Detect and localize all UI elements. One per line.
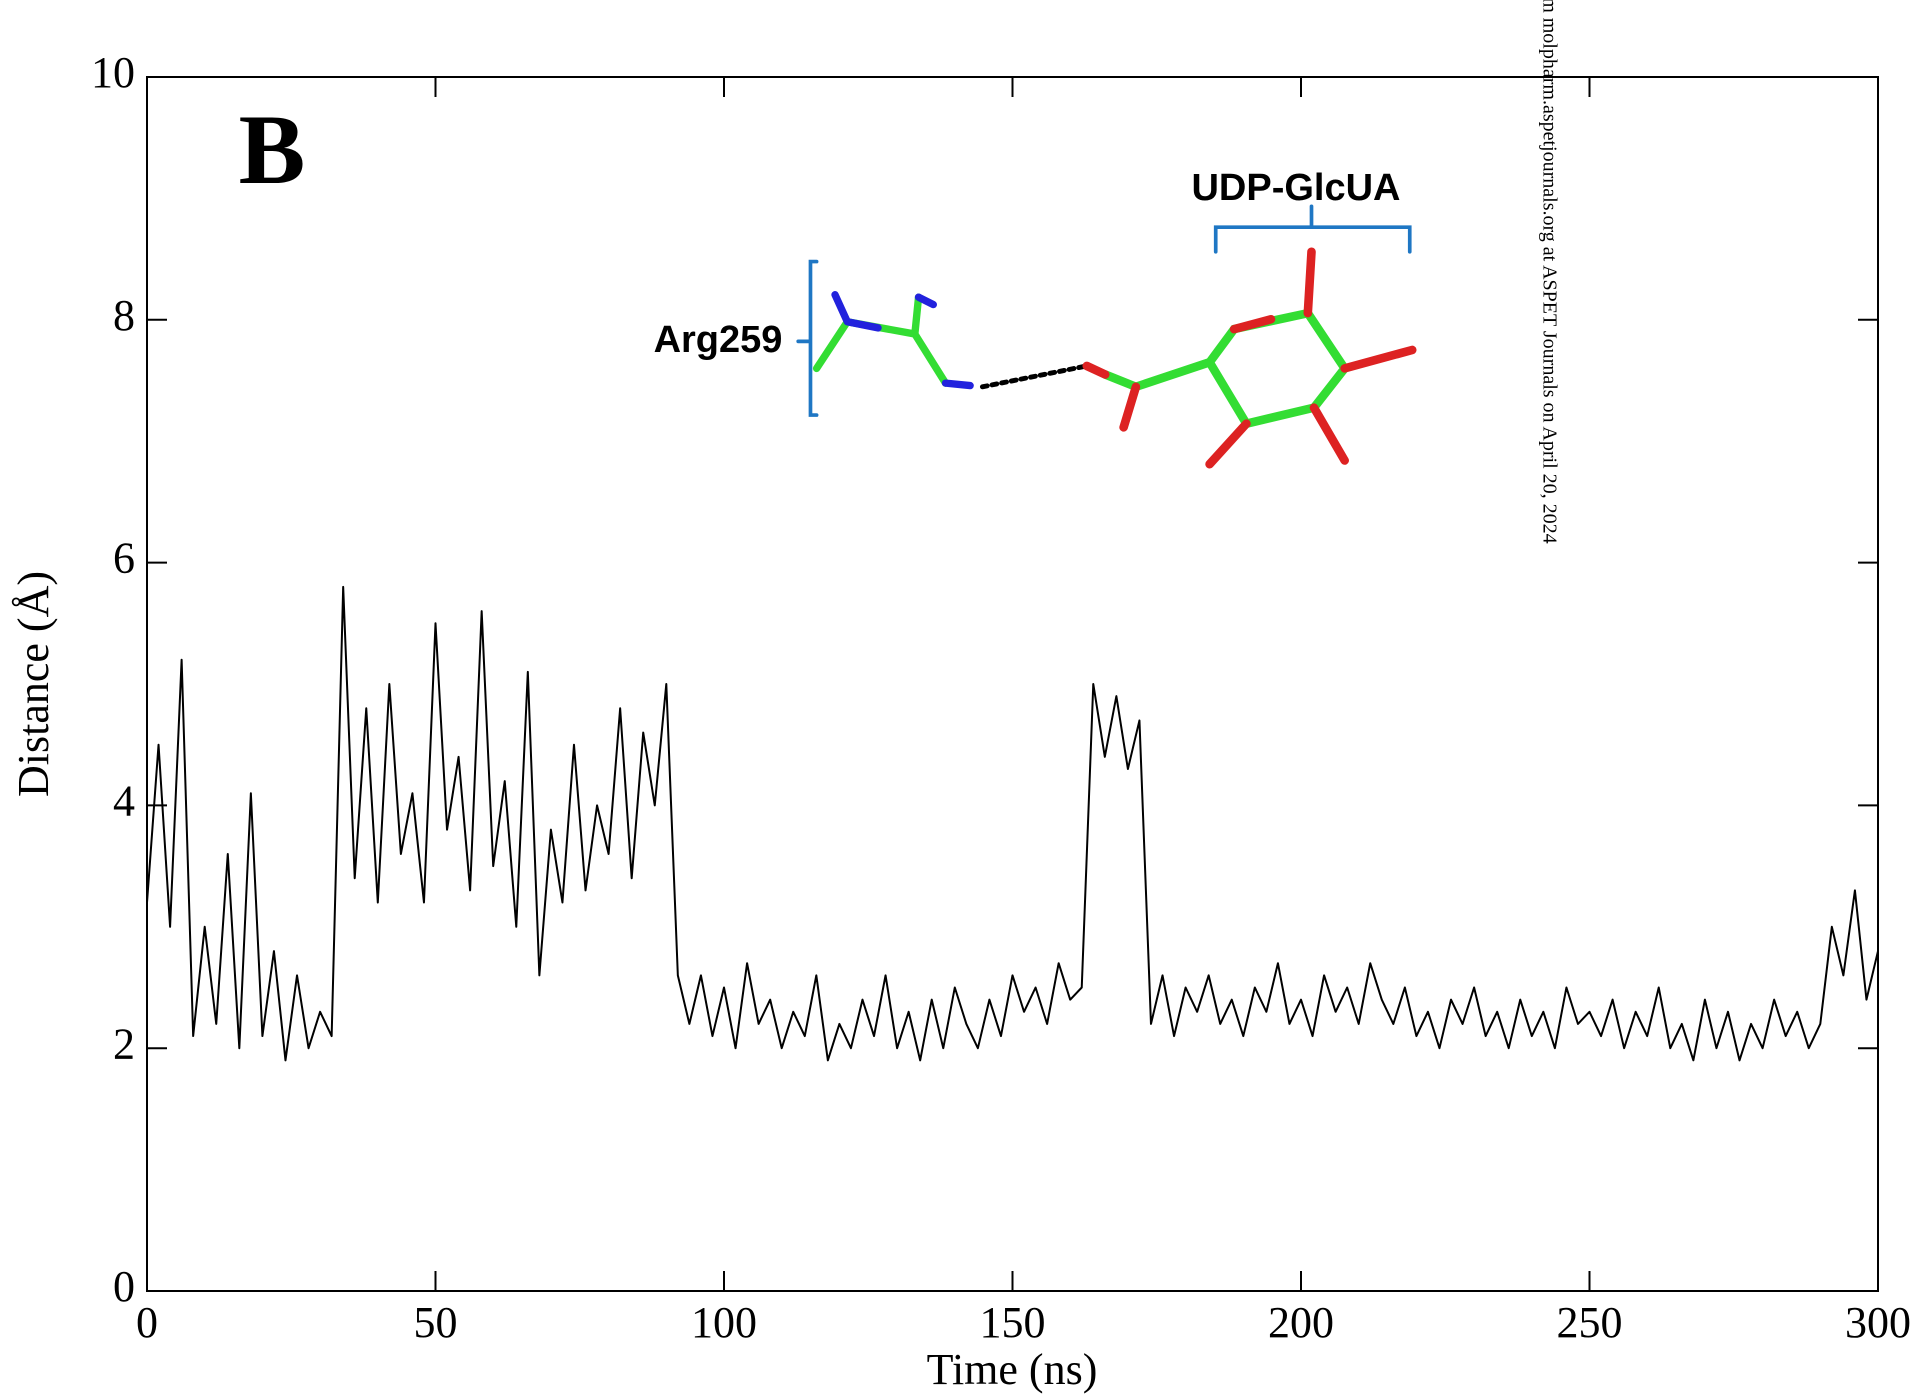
x-tick-label: 0 xyxy=(136,1298,158,1347)
x-tick-label: 100 xyxy=(691,1298,757,1347)
watermark: ded from molpharm.aspetjournals.org at A… xyxy=(1538,0,1560,544)
ligand-label: UDP-GlcUA xyxy=(1191,167,1400,209)
x-axis-label: Time (ns) xyxy=(927,1345,1098,1394)
chart: B UDP-GlcUA Arg259 ded from molpharm.asp… xyxy=(0,0,1915,1395)
x-tick-label: 200 xyxy=(1268,1298,1334,1347)
molecule xyxy=(798,206,1412,464)
y-tick-label: 2 xyxy=(113,1019,135,1068)
x-tick-label: 150 xyxy=(980,1298,1046,1347)
y-axis-label: Distance (Å) xyxy=(9,571,58,797)
y-tick-label: 10 xyxy=(91,48,135,97)
data-line xyxy=(147,587,1878,1060)
panel-label: B xyxy=(239,94,306,205)
page: {"chart_data": {"type": "line", "x_label… xyxy=(0,0,1915,1395)
y-tick-label: 8 xyxy=(113,291,135,340)
x-tick-label: 250 xyxy=(1557,1298,1623,1347)
y-tick-label: 0 xyxy=(113,1262,135,1311)
y-tick-label: 4 xyxy=(113,776,135,825)
y-tick-label: 6 xyxy=(113,534,135,583)
plot-area xyxy=(147,77,1878,1291)
plot-frame xyxy=(147,77,1878,1291)
x-tick-label: 50 xyxy=(414,1298,458,1347)
x-tick-label: 300 xyxy=(1845,1298,1911,1347)
residue-label: Arg259 xyxy=(654,319,783,361)
